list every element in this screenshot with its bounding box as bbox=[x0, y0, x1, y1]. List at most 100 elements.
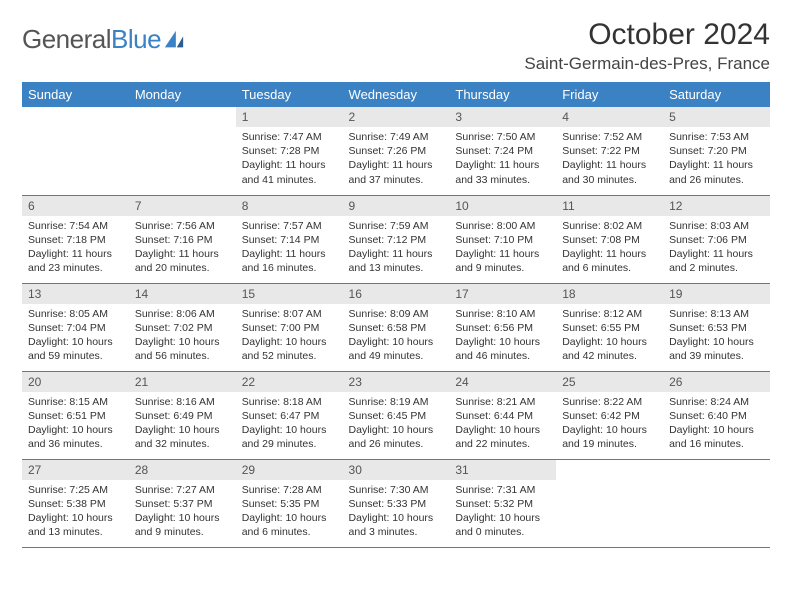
sunset-line: Sunset: 6:45 PM bbox=[349, 409, 444, 423]
daylight-line: Daylight: 10 hours and 3 minutes. bbox=[349, 511, 444, 539]
day-number: 12 bbox=[663, 196, 770, 216]
sunset-line: Sunset: 7:10 PM bbox=[455, 233, 550, 247]
day-details: Sunrise: 8:02 AMSunset: 7:08 PMDaylight:… bbox=[556, 216, 663, 281]
calendar-day-cell: 5Sunrise: 7:53 AMSunset: 7:20 PMDaylight… bbox=[663, 107, 770, 195]
day-details: Sunrise: 7:59 AMSunset: 7:12 PMDaylight:… bbox=[343, 216, 450, 281]
day-details: Sunrise: 8:24 AMSunset: 6:40 PMDaylight:… bbox=[663, 392, 770, 457]
day-details: Sunrise: 8:05 AMSunset: 7:04 PMDaylight:… bbox=[22, 304, 129, 369]
calendar-day-cell: 18Sunrise: 8:12 AMSunset: 6:55 PMDayligh… bbox=[556, 283, 663, 371]
calendar-empty-cell bbox=[556, 459, 663, 547]
sunrise-line: Sunrise: 8:05 AM bbox=[28, 307, 123, 321]
calendar-day-cell: 28Sunrise: 7:27 AMSunset: 5:37 PMDayligh… bbox=[129, 459, 236, 547]
calendar-week-row: 1Sunrise: 7:47 AMSunset: 7:28 PMDaylight… bbox=[22, 107, 770, 195]
sunset-line: Sunset: 7:26 PM bbox=[349, 144, 444, 158]
sunset-line: Sunset: 6:40 PM bbox=[669, 409, 764, 423]
day-details: Sunrise: 8:03 AMSunset: 7:06 PMDaylight:… bbox=[663, 216, 770, 281]
day-details: Sunrise: 7:57 AMSunset: 7:14 PMDaylight:… bbox=[236, 216, 343, 281]
calendar-day-cell: 15Sunrise: 8:07 AMSunset: 7:00 PMDayligh… bbox=[236, 283, 343, 371]
sunrise-line: Sunrise: 8:16 AM bbox=[135, 395, 230, 409]
calendar-day-cell: 12Sunrise: 8:03 AMSunset: 7:06 PMDayligh… bbox=[663, 195, 770, 283]
daylight-line: Daylight: 11 hours and 2 minutes. bbox=[669, 247, 764, 275]
sunrise-line: Sunrise: 7:54 AM bbox=[28, 219, 123, 233]
sunset-line: Sunset: 7:20 PM bbox=[669, 144, 764, 158]
day-number: 17 bbox=[449, 284, 556, 304]
weekday-header: Friday bbox=[556, 82, 663, 107]
day-number: 16 bbox=[343, 284, 450, 304]
sunset-line: Sunset: 6:44 PM bbox=[455, 409, 550, 423]
daylight-line: Daylight: 11 hours and 23 minutes. bbox=[28, 247, 123, 275]
day-number: 30 bbox=[343, 460, 450, 480]
calendar-week-row: 27Sunrise: 7:25 AMSunset: 5:38 PMDayligh… bbox=[22, 459, 770, 547]
daylight-line: Daylight: 10 hours and 59 minutes. bbox=[28, 335, 123, 363]
daylight-line: Daylight: 10 hours and 29 minutes. bbox=[242, 423, 337, 451]
calendar-day-cell: 8Sunrise: 7:57 AMSunset: 7:14 PMDaylight… bbox=[236, 195, 343, 283]
sunrise-line: Sunrise: 8:24 AM bbox=[669, 395, 764, 409]
sunset-line: Sunset: 7:22 PM bbox=[562, 144, 657, 158]
sunset-line: Sunset: 6:47 PM bbox=[242, 409, 337, 423]
daylight-line: Daylight: 10 hours and 16 minutes. bbox=[669, 423, 764, 451]
calendar-day-cell: 20Sunrise: 8:15 AMSunset: 6:51 PMDayligh… bbox=[22, 371, 129, 459]
daylight-line: Daylight: 11 hours and 20 minutes. bbox=[135, 247, 230, 275]
calendar-day-cell: 23Sunrise: 8:19 AMSunset: 6:45 PMDayligh… bbox=[343, 371, 450, 459]
day-details: Sunrise: 8:19 AMSunset: 6:45 PMDaylight:… bbox=[343, 392, 450, 457]
day-details: Sunrise: 8:21 AMSunset: 6:44 PMDaylight:… bbox=[449, 392, 556, 457]
sunrise-line: Sunrise: 8:19 AM bbox=[349, 395, 444, 409]
sunset-line: Sunset: 7:12 PM bbox=[349, 233, 444, 247]
day-details: Sunrise: 8:15 AMSunset: 6:51 PMDaylight:… bbox=[22, 392, 129, 457]
day-number: 14 bbox=[129, 284, 236, 304]
sunrise-line: Sunrise: 7:30 AM bbox=[349, 483, 444, 497]
calendar-day-cell: 21Sunrise: 8:16 AMSunset: 6:49 PMDayligh… bbox=[129, 371, 236, 459]
sunset-line: Sunset: 6:55 PM bbox=[562, 321, 657, 335]
calendar-day-cell: 11Sunrise: 8:02 AMSunset: 7:08 PMDayligh… bbox=[556, 195, 663, 283]
day-number: 15 bbox=[236, 284, 343, 304]
calendar-empty-cell bbox=[663, 459, 770, 547]
calendar-day-cell: 30Sunrise: 7:30 AMSunset: 5:33 PMDayligh… bbox=[343, 459, 450, 547]
logo-text: GeneralBlue bbox=[22, 24, 161, 55]
sunset-line: Sunset: 6:49 PM bbox=[135, 409, 230, 423]
weekday-header: Sunday bbox=[22, 82, 129, 107]
day-number: 18 bbox=[556, 284, 663, 304]
daylight-line: Daylight: 10 hours and 36 minutes. bbox=[28, 423, 123, 451]
calendar-day-cell: 7Sunrise: 7:56 AMSunset: 7:16 PMDaylight… bbox=[129, 195, 236, 283]
sunrise-line: Sunrise: 7:31 AM bbox=[455, 483, 550, 497]
day-number: 23 bbox=[343, 372, 450, 392]
sunset-line: Sunset: 6:42 PM bbox=[562, 409, 657, 423]
weekday-header: Wednesday bbox=[343, 82, 450, 107]
daylight-line: Daylight: 10 hours and 39 minutes. bbox=[669, 335, 764, 363]
calendar-head: SundayMondayTuesdayWednesdayThursdayFrid… bbox=[22, 82, 770, 107]
sunset-line: Sunset: 5:37 PM bbox=[135, 497, 230, 511]
sunset-line: Sunset: 7:14 PM bbox=[242, 233, 337, 247]
logo-sail-icon bbox=[163, 29, 185, 51]
calendar-empty-cell bbox=[129, 107, 236, 195]
location-label: Saint-Germain-des-Pres, France bbox=[524, 54, 770, 74]
daylight-line: Daylight: 10 hours and 56 minutes. bbox=[135, 335, 230, 363]
day-number: 1 bbox=[236, 107, 343, 127]
day-number: 8 bbox=[236, 196, 343, 216]
day-number: 31 bbox=[449, 460, 556, 480]
sunrise-line: Sunrise: 7:28 AM bbox=[242, 483, 337, 497]
day-number: 28 bbox=[129, 460, 236, 480]
daylight-line: Daylight: 11 hours and 6 minutes. bbox=[562, 247, 657, 275]
day-details: Sunrise: 8:07 AMSunset: 7:00 PMDaylight:… bbox=[236, 304, 343, 369]
daylight-line: Daylight: 11 hours and 33 minutes. bbox=[455, 158, 550, 186]
daylight-line: Daylight: 11 hours and 13 minutes. bbox=[349, 247, 444, 275]
sunset-line: Sunset: 5:32 PM bbox=[455, 497, 550, 511]
calendar-day-cell: 14Sunrise: 8:06 AMSunset: 7:02 PMDayligh… bbox=[129, 283, 236, 371]
calendar-day-cell: 22Sunrise: 8:18 AMSunset: 6:47 PMDayligh… bbox=[236, 371, 343, 459]
daylight-line: Daylight: 10 hours and 46 minutes. bbox=[455, 335, 550, 363]
daylight-line: Daylight: 10 hours and 26 minutes. bbox=[349, 423, 444, 451]
calendar-table: SundayMondayTuesdayWednesdayThursdayFrid… bbox=[22, 82, 770, 548]
weekday-header: Saturday bbox=[663, 82, 770, 107]
day-details: Sunrise: 7:31 AMSunset: 5:32 PMDaylight:… bbox=[449, 480, 556, 545]
sunrise-line: Sunrise: 8:10 AM bbox=[455, 307, 550, 321]
sunrise-line: Sunrise: 7:59 AM bbox=[349, 219, 444, 233]
day-details: Sunrise: 7:53 AMSunset: 7:20 PMDaylight:… bbox=[663, 127, 770, 192]
calendar-day-cell: 25Sunrise: 8:22 AMSunset: 6:42 PMDayligh… bbox=[556, 371, 663, 459]
sunset-line: Sunset: 5:38 PM bbox=[28, 497, 123, 511]
calendar-day-cell: 29Sunrise: 7:28 AMSunset: 5:35 PMDayligh… bbox=[236, 459, 343, 547]
day-details: Sunrise: 8:16 AMSunset: 6:49 PMDaylight:… bbox=[129, 392, 236, 457]
daylight-line: Daylight: 11 hours and 16 minutes. bbox=[242, 247, 337, 275]
calendar-week-row: 20Sunrise: 8:15 AMSunset: 6:51 PMDayligh… bbox=[22, 371, 770, 459]
calendar-day-cell: 10Sunrise: 8:00 AMSunset: 7:10 PMDayligh… bbox=[449, 195, 556, 283]
weekday-header: Tuesday bbox=[236, 82, 343, 107]
